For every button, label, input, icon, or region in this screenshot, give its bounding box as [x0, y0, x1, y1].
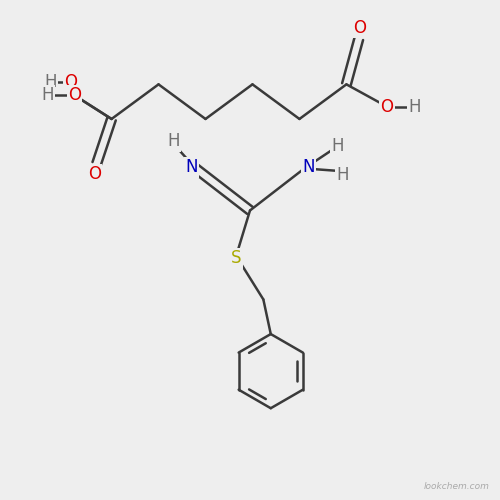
Text: lookchem.com: lookchem.com — [424, 482, 490, 492]
Text: S: S — [231, 250, 241, 268]
Text: H: H — [408, 98, 420, 116]
Text: O: O — [380, 98, 394, 116]
Text: H: H — [332, 137, 344, 155]
Text: N: N — [186, 158, 198, 176]
Text: N: N — [302, 158, 314, 176]
Text: O: O — [68, 86, 81, 104]
Text: H: H — [336, 166, 349, 184]
Text: O: O — [88, 166, 101, 184]
Text: H: H — [44, 74, 56, 92]
Text: H: H — [41, 86, 54, 104]
Text: O: O — [354, 19, 366, 37]
Text: O: O — [64, 74, 78, 92]
Text: H: H — [167, 132, 179, 150]
